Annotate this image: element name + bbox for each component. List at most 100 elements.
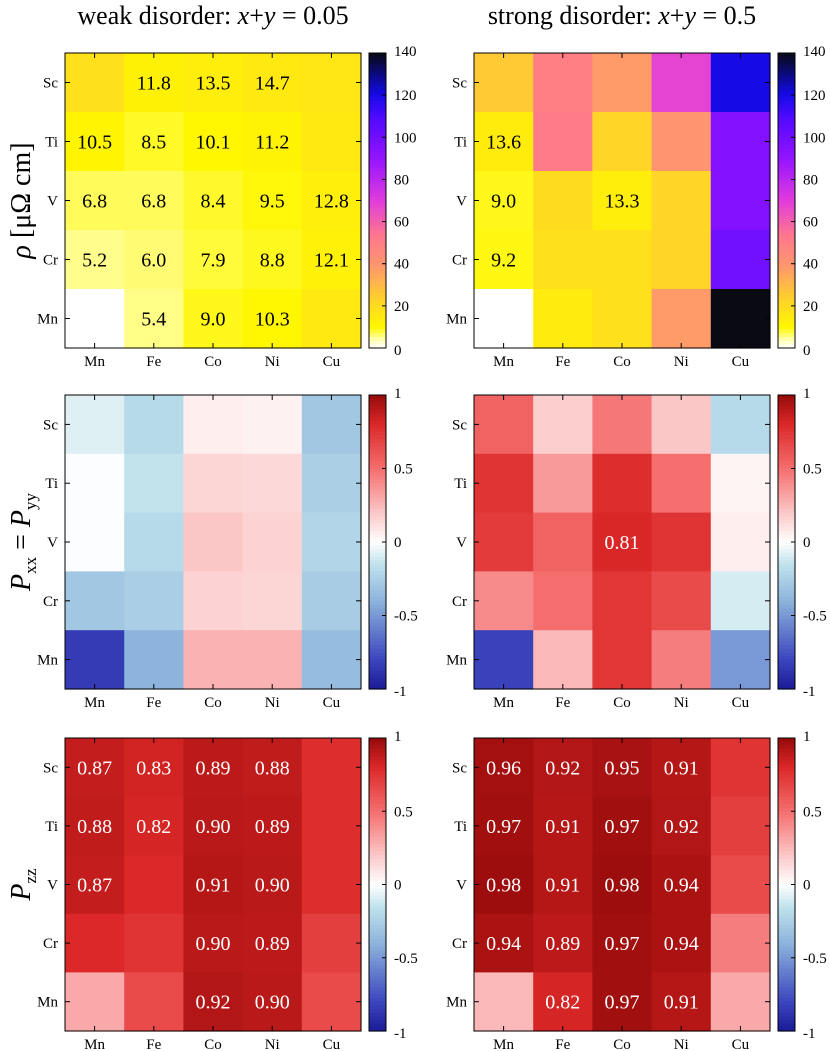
colorbar-segment [778, 274, 795, 279]
cell-value-label: 0.94 [486, 933, 521, 955]
colorbar-segment [778, 792, 795, 798]
colorbar-segment [369, 270, 386, 275]
colorbar-tick-label: 40 [394, 257, 409, 273]
colorbar-segment [778, 398, 795, 403]
heatmap-cell [533, 738, 593, 798]
colorbar-segment [369, 935, 386, 941]
colorbar: -1 -0.5 0 0.5 1 [777, 729, 827, 1042]
colorbar-segment [778, 785, 795, 790]
colorbar-segment [369, 255, 386, 261]
colorbar-segment [778, 300, 795, 305]
colorbar-segment [778, 619, 795, 624]
x-tick-label: Co [204, 354, 222, 370]
cell-value-label: 9.0 [491, 191, 516, 213]
colorbar-segment [369, 866, 386, 871]
colorbar-segment [369, 108, 386, 113]
cell-value-label: 0.82 [545, 992, 580, 1014]
colorbar-segment [778, 578, 795, 584]
colorbar-segment [369, 119, 386, 124]
colorbar-segment [369, 796, 386, 801]
colorbar-segment [369, 626, 386, 631]
cell-value-label: 0.98 [486, 875, 521, 897]
colorbar-segment [369, 222, 386, 227]
colorbar-segment [778, 633, 795, 639]
colorbar-segment [778, 917, 795, 922]
colorbar-segment [369, 648, 386, 653]
y-tick-label: Mn [37, 312, 58, 328]
colorbar-tick-label: 0.5 [803, 804, 822, 820]
colorbar-segment [369, 655, 386, 661]
colorbar-segment [778, 847, 795, 853]
cell-value-label: 0.87 [77, 875, 112, 897]
colorbar-segment [778, 461, 795, 466]
heatmap-cell [124, 289, 184, 349]
colorbar-segment [369, 457, 386, 462]
colorbar-segment [778, 270, 795, 275]
heatmap-cell [242, 796, 303, 856]
x-tick-label: Fe [146, 695, 161, 711]
colorbar-segment [778, 86, 795, 91]
colorbar-tick-label: 0.5 [803, 462, 822, 478]
colorbar-segment [369, 226, 386, 231]
colorbar-segment [369, 957, 386, 963]
colorbar-segment [778, 292, 795, 297]
heatmap-cell [301, 171, 362, 231]
heatmap-cell [651, 453, 712, 514]
colorbar: -1 -0.5 0 0.5 1 [368, 386, 418, 700]
colorbar-segment [369, 252, 386, 257]
cell-value-label: 9.2 [491, 250, 516, 272]
y-tick-label: Sc [43, 76, 58, 92]
colorbar-segment [369, 759, 386, 765]
heatmap-cell [592, 453, 653, 514]
colorbar-segment [369, 586, 386, 591]
colorbar-segment [778, 560, 795, 565]
colorbar-segment [778, 659, 795, 664]
colorbar-segment [778, 97, 795, 102]
heatmap-cell [65, 571, 125, 631]
colorbar-segment [369, 218, 386, 224]
colorbar-segment [778, 979, 795, 984]
heatmap-cell [242, 855, 303, 915]
cell-value-label: 8.8 [260, 250, 285, 272]
colorbar-segment [369, 152, 386, 157]
cell-value-label: 0.88 [77, 816, 112, 838]
colorbar-segment [778, 475, 795, 481]
colorbar-segment [778, 611, 795, 617]
colorbar-segment [369, 608, 386, 613]
colorbar-segment [369, 274, 386, 279]
heatmap-cell [474, 53, 534, 113]
colorbar-segment [778, 851, 795, 856]
colorbar-segment [369, 453, 386, 459]
x-tick-label: Ni [674, 354, 689, 370]
colorbar-segment [369, 333, 386, 338]
colorbar-segment [778, 200, 795, 205]
colorbar-segment [778, 468, 795, 473]
colorbar-segment [778, 888, 795, 893]
colorbar-tick-label: -0.5 [394, 609, 418, 625]
colorbar-segment [369, 538, 386, 543]
colorbar-tick-label: 100 [803, 130, 826, 146]
colorbar-segment [369, 987, 386, 992]
cell-value-label: 8.5 [141, 132, 166, 154]
colorbar-segment [778, 855, 795, 860]
colorbar-segment [369, 523, 386, 528]
colorbar-segment [778, 873, 795, 878]
heatmap-cell [592, 913, 653, 973]
colorbar-segment [369, 322, 386, 327]
heatmap-cell [533, 112, 593, 172]
heatmap-cell [65, 512, 125, 572]
colorbar-segment [778, 567, 795, 572]
colorbar-segment [369, 1027, 386, 1032]
heatmap-cell [651, 796, 712, 856]
colorbar-segment [778, 597, 795, 602]
colorbar-segment [369, 417, 386, 422]
colorbar-segment [369, 829, 386, 834]
colorbar-segment [369, 123, 386, 128]
colorbar-tick-label: 0 [803, 878, 811, 894]
heatmap-cell [533, 796, 593, 856]
cell-value-label: 0.94 [664, 933, 699, 955]
colorbar-segment [369, 880, 386, 886]
heatmap-cell [301, 112, 362, 172]
x-tick-label: Ni [674, 1037, 689, 1051]
colorbar-segment [369, 78, 386, 84]
